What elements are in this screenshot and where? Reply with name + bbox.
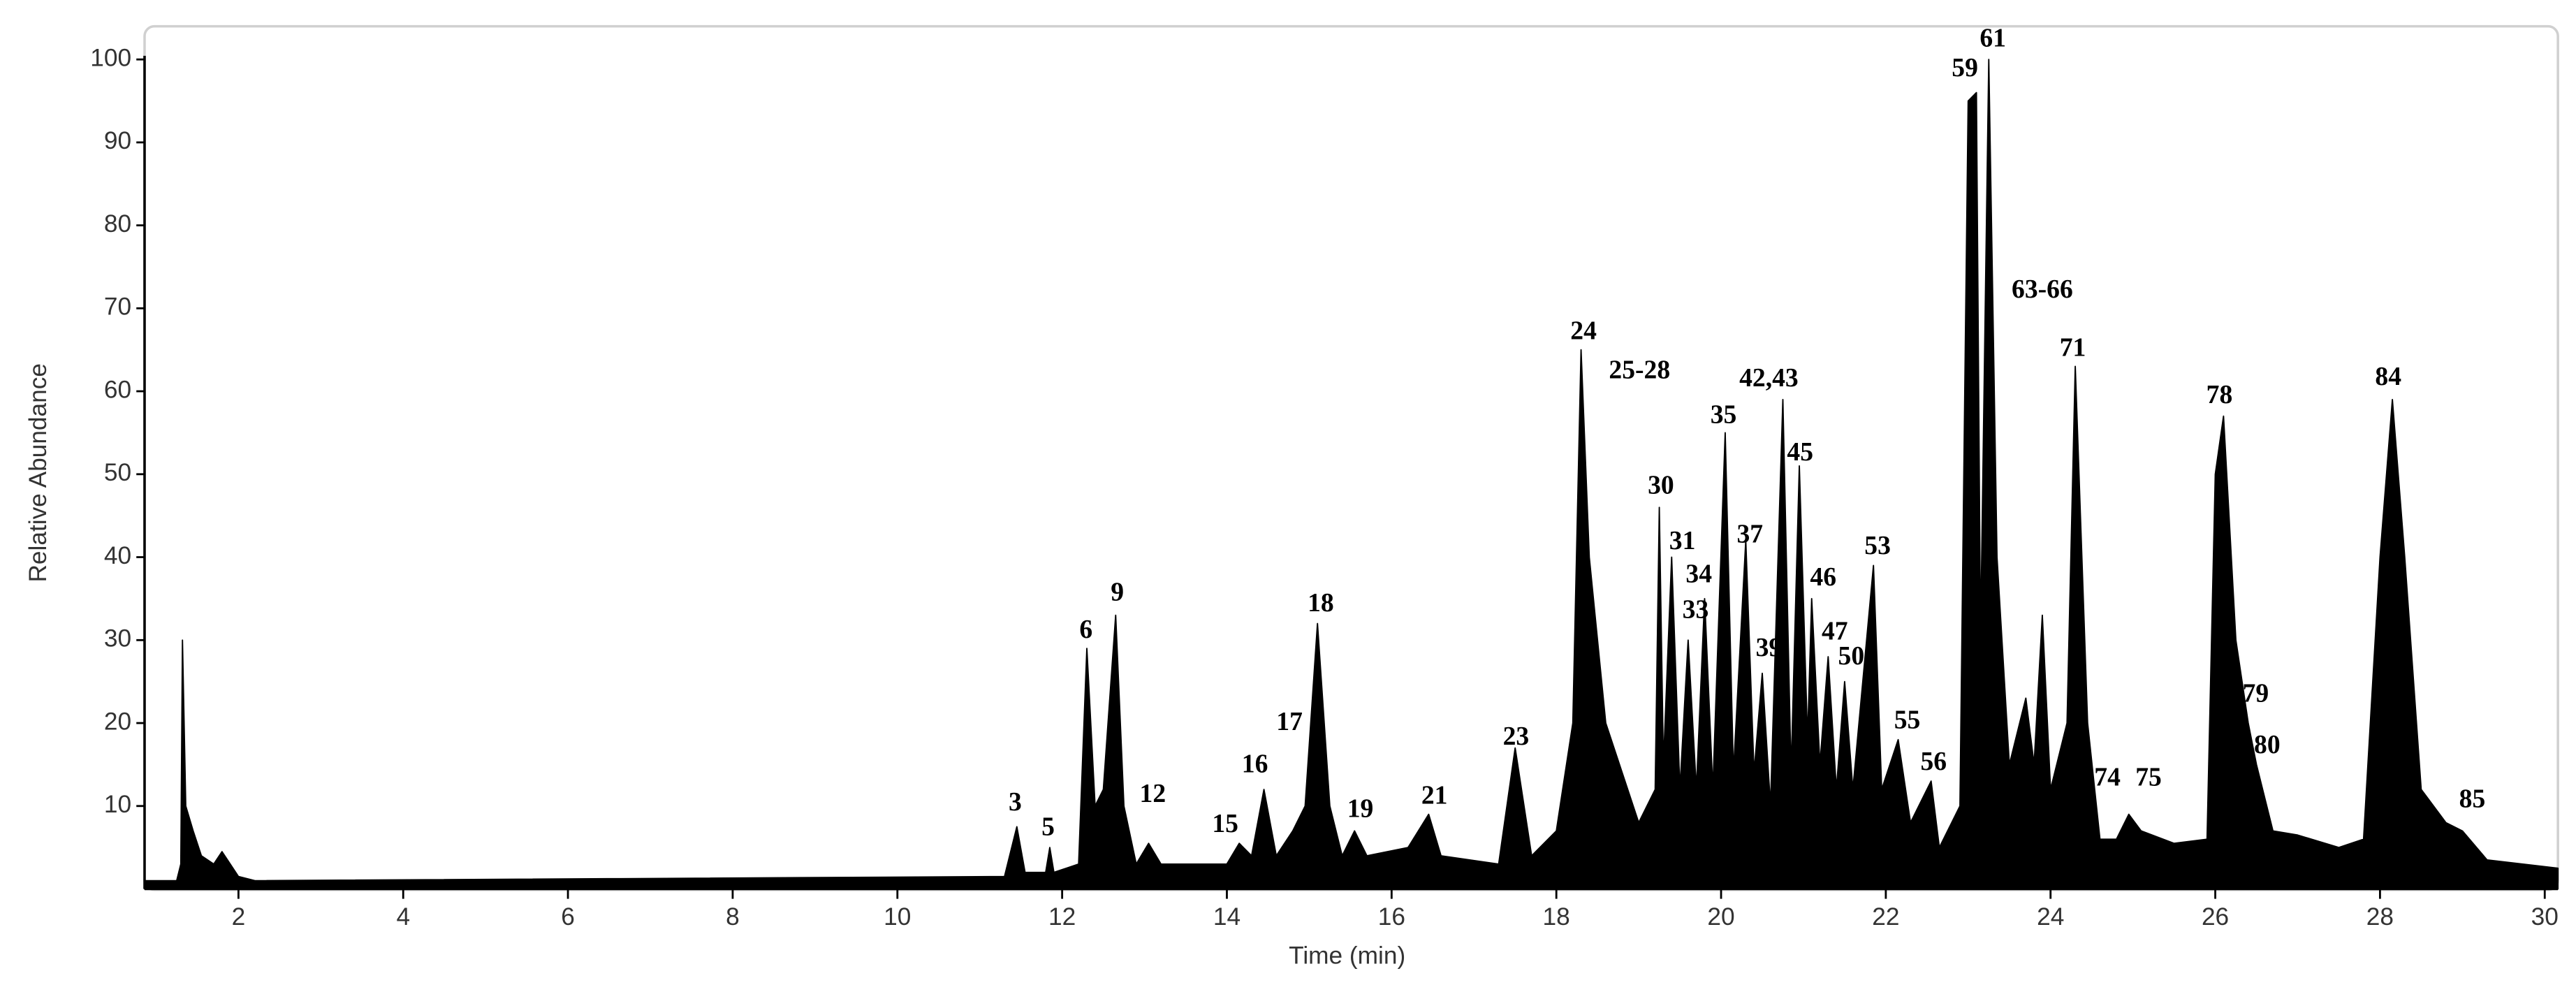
peak-label: 33	[1683, 595, 1709, 625]
y-tick-label: 30	[104, 625, 131, 652]
peak-label: 18	[1308, 588, 1334, 618]
y-tick-label: 50	[104, 459, 131, 486]
x-tick-label: 16	[1378, 903, 1405, 931]
peak-label: 5	[1041, 812, 1055, 842]
peak-label: 47	[1822, 616, 1848, 645]
y-axis-label: Relative Abundance	[24, 363, 52, 582]
peak-label: 24	[1570, 316, 1597, 346]
x-tick-label: 24	[2037, 903, 2064, 931]
x-axis-label: Time (min)	[1289, 942, 1405, 969]
peak-label: 39	[1756, 633, 1783, 662]
y-tick-label: 90	[104, 127, 131, 154]
y-tick-label: 60	[104, 376, 131, 403]
x-tick-label: 8	[726, 903, 740, 931]
x-tick-label: 2	[232, 903, 246, 931]
peak-label: 34	[1685, 560, 1712, 589]
peak-label: 56	[1920, 747, 1947, 776]
y-tick-label: 100	[90, 44, 131, 71]
peak-label: 37	[1736, 520, 1763, 549]
peak-label: 12	[1140, 779, 1166, 808]
peak-label: 15	[1212, 809, 1238, 838]
peak-label: 31	[1669, 526, 1696, 555]
peak-label: 42,43	[1739, 363, 1799, 393]
y-tick-label: 20	[104, 708, 131, 735]
chromatogram	[144, 59, 2559, 890]
peak-label: 9	[1111, 578, 1124, 607]
peak-label: 53	[1864, 531, 1891, 560]
x-tick-label: 28	[2366, 903, 2394, 931]
peak-label: 79	[2243, 678, 2269, 708]
peak-label: 23	[1503, 722, 1530, 751]
x-tick-label: 20	[1707, 903, 1734, 931]
peak-label: 78	[2207, 380, 2233, 409]
peak-label: 75	[2135, 762, 2162, 791]
x-tick-label: 14	[1213, 903, 1241, 931]
peak-label: 35	[1711, 400, 1737, 430]
peak-label: 17	[1276, 707, 1303, 736]
x-tick-label: 10	[884, 903, 911, 931]
peak-label: 30	[1648, 470, 1674, 499]
peak-label: 45	[1787, 437, 1813, 467]
peak-label: 6	[1079, 615, 1092, 644]
peak-label: 3	[1009, 787, 1022, 817]
peak-label: 50	[1838, 641, 1865, 671]
x-tick-label: 18	[1543, 903, 1570, 931]
y-tick-label: 40	[104, 542, 131, 569]
peak-label: 63-66	[2012, 275, 2073, 304]
plot-frame	[143, 24, 2559, 891]
peak-label: 21	[1421, 781, 1448, 810]
x-tick-label: 30	[2531, 903, 2559, 931]
peak-label: 25-28	[1609, 355, 1670, 384]
y-tick-label: 80	[104, 210, 131, 238]
peak-label: 46	[1810, 562, 1836, 592]
peak-label: 84	[2375, 362, 2401, 391]
x-tick-label: 22	[1872, 903, 1899, 931]
peak-label: 71	[2060, 333, 2086, 362]
peak-label: 80	[2254, 730, 2281, 759]
x-tick-label: 6	[561, 903, 575, 931]
peak-label: 55	[1894, 705, 1921, 734]
x-tick-label: 26	[2202, 903, 2229, 931]
peak-label: 59	[1952, 53, 1978, 82]
peak-label: 19	[1347, 794, 1374, 824]
x-tick-label: 12	[1048, 903, 1076, 931]
x-tick-label: 4	[396, 903, 410, 931]
peak-label: 16	[1242, 749, 1268, 778]
peak-label: 85	[2459, 784, 2486, 813]
peak-label: 74	[2094, 762, 2121, 791]
y-tick-label: 10	[104, 791, 131, 818]
y-tick-label: 70	[104, 293, 131, 321]
peak-label: 61	[1979, 23, 2006, 52]
